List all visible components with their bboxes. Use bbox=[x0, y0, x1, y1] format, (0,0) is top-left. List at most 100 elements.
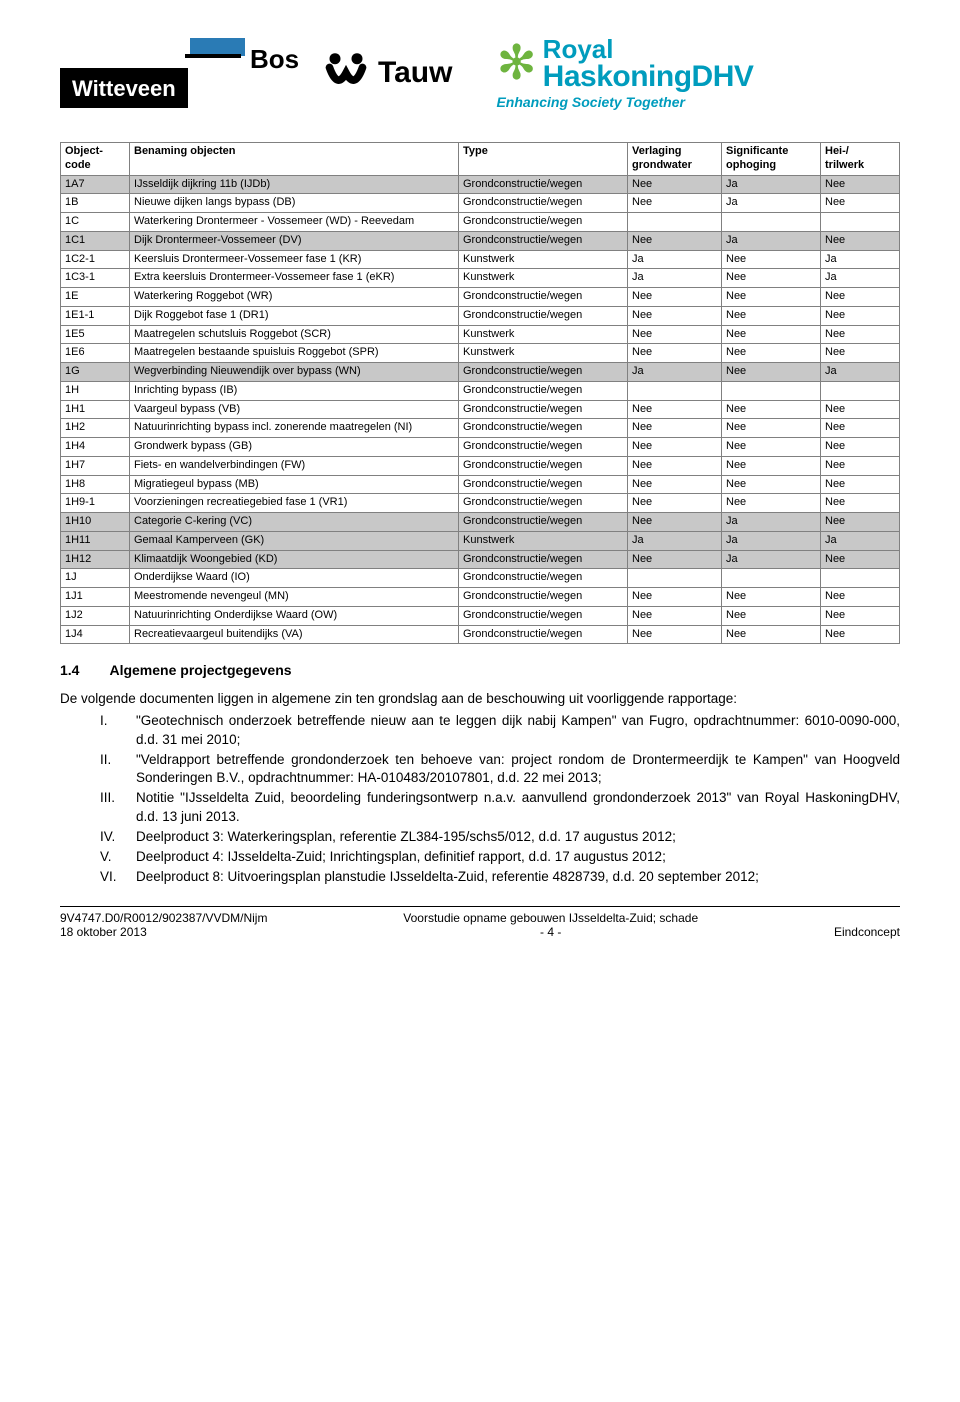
table-row: 1E1-1Dijk Roggebot fase 1 (DR1)Grondcons… bbox=[61, 306, 900, 325]
page-footer: 9V4747.D0/R0012/902387/VVDM/Nijm 18 okto… bbox=[60, 906, 900, 939]
table-cell: Keersluis Drontermeer-Vossemeer fase 1 (… bbox=[130, 250, 459, 269]
table-row: 1BNieuwe dijken langs bypass (DB)Grondco… bbox=[61, 194, 900, 213]
table-cell: Kunstwerk bbox=[459, 250, 628, 269]
table-cell: Recreatievaargeul buitendijks (VA) bbox=[130, 625, 459, 644]
section-heading: 1.4 Algemene projectgegevens bbox=[60, 662, 900, 678]
table-cell: Ja bbox=[722, 513, 821, 532]
table-cell: Nee bbox=[628, 194, 722, 213]
logo-royal-haskoning-dhv: ✻ Royal HaskoningDHV Enhancing Society T… bbox=[496, 36, 753, 110]
table-cell: Nee bbox=[628, 625, 722, 644]
table-cell: Kunstwerk bbox=[459, 531, 628, 550]
table-cell: Nee bbox=[821, 513, 900, 532]
table-cell: Meestromende nevengeul (MN) bbox=[130, 588, 459, 607]
list-text: Deelproduct 8: Uitvoeringsplan planstudi… bbox=[136, 868, 900, 886]
table-cell: Grondconstructie/wegen bbox=[459, 381, 628, 400]
table-cell: Dijk Drontermeer-Vossemeer (DV) bbox=[130, 231, 459, 250]
section-title: Algemene projectgegevens bbox=[109, 662, 291, 678]
objects-table: Object-code Benaming objecten Type Verla… bbox=[60, 142, 900, 644]
table-cell: Nee bbox=[821, 606, 900, 625]
logo-tauw: Tauw bbox=[324, 51, 452, 95]
table-row: 1J4Recreatievaargeul buitendijks (VA)Gro… bbox=[61, 625, 900, 644]
table-cell: Ja bbox=[628, 363, 722, 382]
table-cell: Nee bbox=[722, 606, 821, 625]
table-cell: Nee bbox=[821, 231, 900, 250]
table-cell: Kunstwerk bbox=[459, 344, 628, 363]
table-cell: Klimaatdijk Woongebied (KD) bbox=[130, 550, 459, 569]
table-cell: Grondconstructie/wegen bbox=[459, 456, 628, 475]
table-cell: Nee bbox=[628, 550, 722, 569]
list-number: II. bbox=[100, 751, 136, 787]
table-cell: 1G bbox=[61, 363, 130, 382]
table-cell bbox=[722, 569, 821, 588]
table-cell: Grondconstructie/wegen bbox=[459, 606, 628, 625]
table-cell: Nee bbox=[628, 175, 722, 194]
table-row: 1CWaterkering Drontermeer - Vossemeer (W… bbox=[61, 213, 900, 232]
table-row: 1H8Migratiegeul bypass (MB)Grondconstruc… bbox=[61, 475, 900, 494]
table-cell: 1C1 bbox=[61, 231, 130, 250]
table-cell: Migratiegeul bypass (MB) bbox=[130, 475, 459, 494]
table-cell: Voorzieningen recreatiegebied fase 1 (VR… bbox=[130, 494, 459, 513]
table-cell: Nee bbox=[821, 419, 900, 438]
list-text: "Geotechnisch onderzoek betreffende nieu… bbox=[136, 712, 900, 748]
tauw-icon bbox=[324, 51, 368, 95]
table-row: 1H1Vaargeul bypass (VB)Grondconstructie/… bbox=[61, 400, 900, 419]
table-cell: Ja bbox=[628, 269, 722, 288]
table-cell: Wegverbinding Nieuwendijk over bypass (W… bbox=[130, 363, 459, 382]
table-cell: Onderdijkse Waard (IO) bbox=[130, 569, 459, 588]
section-number: 1.4 bbox=[60, 662, 79, 678]
table-cell: Kunstwerk bbox=[459, 325, 628, 344]
table-row: 1H11Gemaal Kamperveen (GK)KunstwerkJaJaJ… bbox=[61, 531, 900, 550]
table-cell: Nee bbox=[628, 344, 722, 363]
table-cell: Maatregelen schutsluis Roggebot (SCR) bbox=[130, 325, 459, 344]
table-row: 1A7IJsseldijk dijkring 11b (IJDb)Grondco… bbox=[61, 175, 900, 194]
table-cell: Grondconstructie/wegen bbox=[459, 588, 628, 607]
table-row: 1E6Maatregelen bestaande spuisluis Rogge… bbox=[61, 344, 900, 363]
footer-mid: Voorstudie opname gebouwen IJsseldelta-Z… bbox=[403, 911, 698, 939]
th-hei: Hei-/trilwerk bbox=[821, 143, 900, 176]
table-cell: Grondconstructie/wegen bbox=[459, 569, 628, 588]
table-cell: 1H10 bbox=[61, 513, 130, 532]
table-cell: Nee bbox=[821, 344, 900, 363]
table-row: 1H4Grondwerk bypass (GB)Grondconstructie… bbox=[61, 438, 900, 457]
table-row: 1C3-1Extra keersluis Drontermeer-Vosseme… bbox=[61, 269, 900, 288]
table-cell: Nee bbox=[628, 475, 722, 494]
table-cell: Grondconstructie/wegen bbox=[459, 419, 628, 438]
list-number: III. bbox=[100, 789, 136, 825]
table-cell: Ja bbox=[821, 531, 900, 550]
table-row: 1C2-1Keersluis Drontermeer-Vossemeer fas… bbox=[61, 250, 900, 269]
list-item: I."Geotechnisch onderzoek betreffende ni… bbox=[100, 712, 900, 748]
table-cell: 1J4 bbox=[61, 625, 130, 644]
th-significante: Significanteophoging bbox=[722, 143, 821, 176]
rh-tagline: Enhancing Society Together bbox=[496, 94, 753, 110]
table-cell: 1H1 bbox=[61, 400, 130, 419]
table-cell: Nee bbox=[821, 625, 900, 644]
table-cell: Grondconstructie/wegen bbox=[459, 231, 628, 250]
list-number: V. bbox=[100, 848, 136, 866]
table-cell: Inrichting bypass (IB) bbox=[130, 381, 459, 400]
table-cell: Grondconstructie/wegen bbox=[459, 513, 628, 532]
table-cell: Ja bbox=[722, 550, 821, 569]
table-cell: 1H11 bbox=[61, 531, 130, 550]
table-cell: Dijk Roggebot fase 1 (DR1) bbox=[130, 306, 459, 325]
table-cell: Nee bbox=[821, 325, 900, 344]
rh-hdhv: HaskoningDHV bbox=[543, 62, 754, 92]
list-number: VI. bbox=[100, 868, 136, 886]
table-cell: Nee bbox=[722, 438, 821, 457]
table-cell: Nee bbox=[821, 194, 900, 213]
table-cell: 1C bbox=[61, 213, 130, 232]
table-cell: Grondconstructie/wegen bbox=[459, 625, 628, 644]
table-cell: 1C3-1 bbox=[61, 269, 130, 288]
table-cell bbox=[628, 381, 722, 400]
table-cell: 1E1-1 bbox=[61, 306, 130, 325]
table-cell: Nee bbox=[722, 588, 821, 607]
document-list: I."Geotechnisch onderzoek betreffende ni… bbox=[100, 712, 900, 886]
table-cell: Nee bbox=[821, 288, 900, 307]
tauw-text: Tauw bbox=[378, 56, 452, 90]
table-cell: Nee bbox=[821, 438, 900, 457]
table-cell: 1J bbox=[61, 569, 130, 588]
table-cell: Nee bbox=[722, 325, 821, 344]
table-row: 1H2Natuurinrichting bypass incl. zoneren… bbox=[61, 419, 900, 438]
table-cell: Nee bbox=[821, 550, 900, 569]
list-text: "Veldrapport betreffende grondonderzoek … bbox=[136, 751, 900, 787]
table-cell: Natuurinrichting bypass incl. zonerende … bbox=[130, 419, 459, 438]
